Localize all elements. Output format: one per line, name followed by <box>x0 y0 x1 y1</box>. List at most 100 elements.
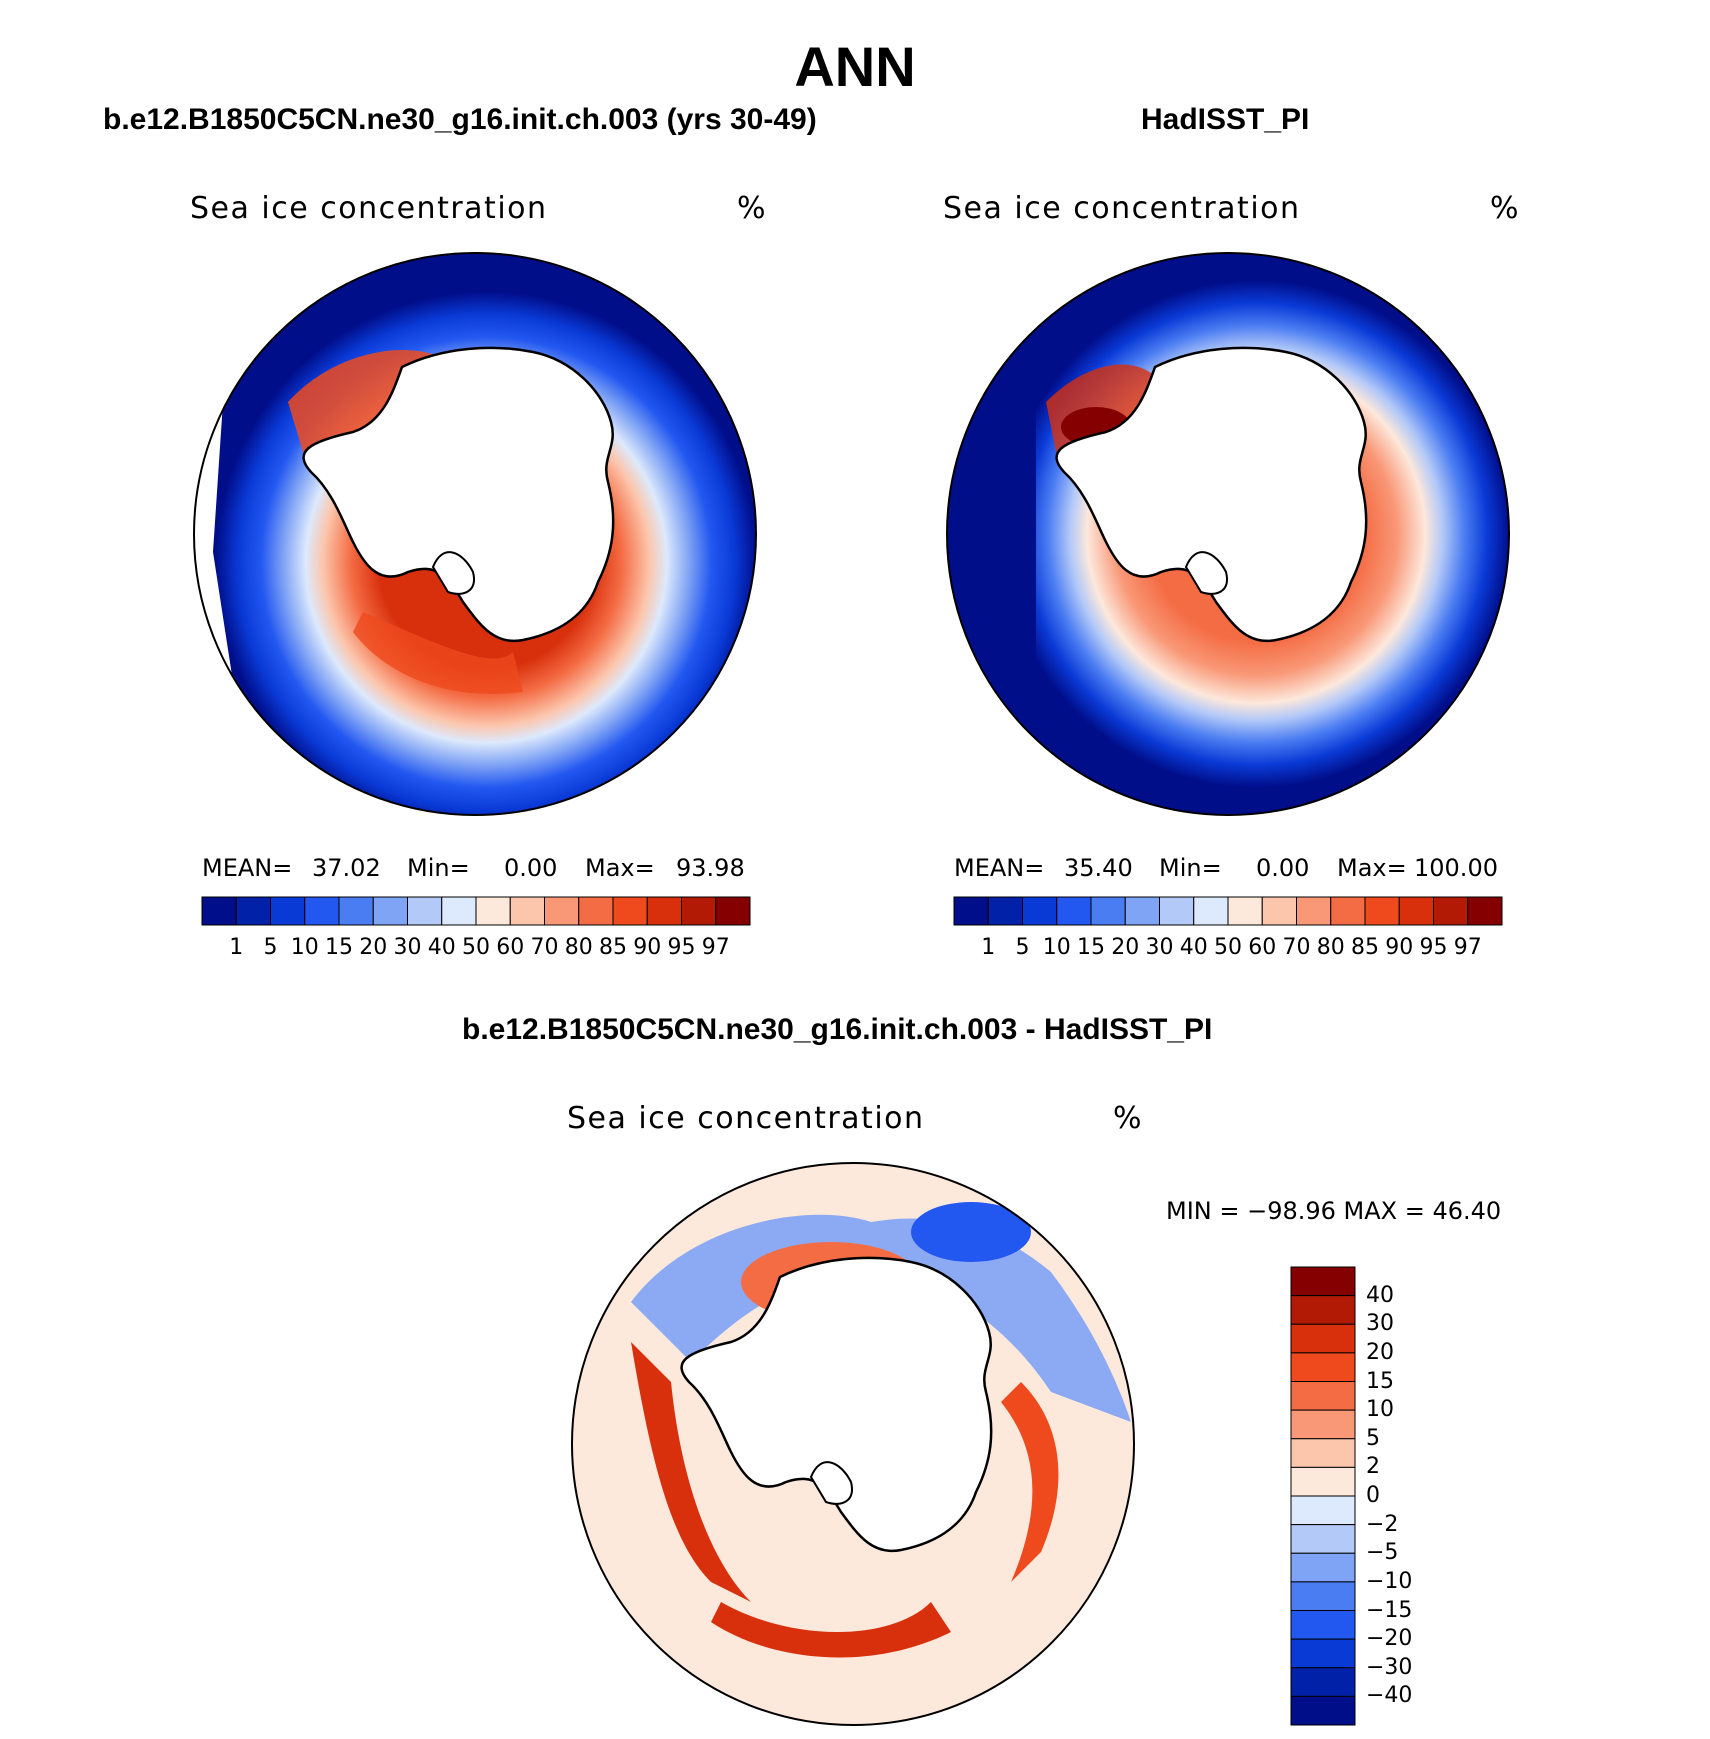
model-min-value: 0.00 <box>504 854 558 882</box>
model-colorbar-swatch <box>270 896 306 926</box>
obs-min-value: 0.00 <box>1256 854 1310 882</box>
model-colorbar-swatch <box>681 896 717 926</box>
model-mean-label: MEAN= <box>202 854 293 882</box>
diff-colorbar-tick-label: −15 <box>1366 1597 1413 1623</box>
obs-colorbar-tick-label: 50 <box>1214 935 1242 960</box>
obs-colorbar-swatch <box>1227 896 1263 926</box>
obs-colorbar-ticks: 1 5 10 15 20 30 40 50 60 70 80 85 90 95 97 <box>954 935 1502 963</box>
model-colorbar-tick-label: 40 <box>427 935 456 960</box>
diff-colorbar-tick-label: −2 <box>1366 1511 1399 1537</box>
diff-colorbar-tick-label: 20 <box>1366 1339 1394 1365</box>
diff-colorbar-swatch <box>1290 1638 1356 1669</box>
obs-colorbar-swatch <box>1159 896 1195 926</box>
diff-colorbar-swatch <box>1290 1409 1356 1440</box>
model-colorbar-tick-label: 90 <box>633 935 662 960</box>
model-max-value: 93.98 <box>676 854 745 882</box>
diff-colorbar-swatch <box>1290 1266 1356 1297</box>
model-colorbar-tick-label: 1 <box>229 935 244 960</box>
diff-colorbar-swatch <box>1290 1581 1356 1612</box>
model-map <box>193 252 757 816</box>
diff-colorbar-swatch <box>1290 1295 1356 1325</box>
model-colorbar-tick-label: 5 <box>263 935 278 960</box>
diff-units-label: % <box>1113 1101 1144 1136</box>
diff-colorbar-tick-label: 15 <box>1366 1368 1394 1394</box>
obs-colorbar-tick-label: 97 <box>1453 935 1482 960</box>
obs-units-label: % <box>1490 191 1521 226</box>
model-colorbar-swatch <box>304 896 340 926</box>
obs-colorbar-tick-label: 30 <box>1145 935 1174 960</box>
model-colorbar-tick-label: 20 <box>359 935 388 960</box>
model-colorbar-swatch <box>475 896 511 926</box>
obs-colorbar-swatch <box>1296 896 1332 926</box>
diff-colorbar-tick-label: −20 <box>1366 1626 1413 1652</box>
diff-colorbar-swatch <box>1290 1438 1356 1468</box>
obs-max-label: Max= <box>1337 854 1407 882</box>
diff-colorbar-swatch <box>1290 1552 1356 1583</box>
model-colorbar-swatch <box>715 896 751 926</box>
diff-variable-label: Sea ice concentration <box>567 1101 925 1136</box>
model-colorbar-tick-label: 97 <box>701 935 730 960</box>
obs-colorbar-swatch <box>1124 896 1160 926</box>
model-colorbar-tick-label: 70 <box>530 935 559 960</box>
model-colorbar-swatch <box>407 896 443 926</box>
model-colorbar-tick-label: 95 <box>667 935 696 960</box>
model-colorbar-tick-label: 80 <box>564 935 593 960</box>
obs-mean-label: MEAN= <box>954 854 1045 882</box>
obs-variable-label: Sea ice concentration <box>943 191 1301 226</box>
obs-colorbar-tick-label: 5 <box>1015 935 1030 960</box>
diff-colorbar-tick-label: 0 <box>1366 1483 1380 1508</box>
model-colorbar-swatch <box>441 896 477 926</box>
diff-colorbar-swatch <box>1290 1495 1356 1526</box>
obs-colorbar-swatch <box>1090 896 1126 926</box>
obs-colorbar <box>953 896 1503 926</box>
obs-colorbar-swatch <box>1193 896 1229 926</box>
obs-colorbar-swatch <box>1022 896 1058 926</box>
obs-colorbar-tick-label: 70 <box>1282 935 1311 960</box>
model-colorbar-swatch <box>646 896 682 926</box>
diff-colorbar-tick-label: 30 <box>1366 1311 1394 1337</box>
model-colorbar-swatch <box>201 896 237 926</box>
model-colorbar-ticks: 1 5 10 15 20 30 40 50 60 70 80 85 90 95 97 <box>202 935 750 963</box>
diff-colorbar-swatch <box>1290 1610 1356 1640</box>
model-colorbar-tick-label: 50 <box>462 935 490 960</box>
obs-colorbar-tick-label: 20 <box>1111 935 1140 960</box>
obs-colorbar-swatch <box>1261 896 1297 926</box>
model-max-label: Max= <box>585 854 655 882</box>
diff-colorbar-swatch <box>1290 1352 1356 1383</box>
obs-colorbar-swatch <box>1467 896 1503 926</box>
obs-mean-value: 35.40 <box>1064 854 1133 882</box>
diff-colorbar-tick-label: 40 <box>1366 1282 1394 1308</box>
model-colorbar-tick-label: 15 <box>325 935 353 960</box>
model-colorbar-tick-label: 85 <box>599 935 627 960</box>
obs-colorbar-swatch <box>1364 896 1400 926</box>
diff-colorbar-tick-label: 10 <box>1366 1397 1394 1423</box>
obs-panel-title: HadISST_PI <box>1141 103 1310 136</box>
model-colorbar-tick-label: 10 <box>290 935 319 960</box>
obs-colorbar-tick-label: 90 <box>1385 935 1414 960</box>
obs-max-value: 100.00 <box>1414 854 1498 882</box>
obs-colorbar-tick-label: 60 <box>1248 935 1277 960</box>
model-min-label: Min= <box>407 854 470 882</box>
diff-colorbar-swatch <box>1290 1466 1356 1497</box>
model-colorbar-swatch <box>235 896 271 926</box>
diff-colorbar <box>1290 1266 1356 1726</box>
obs-colorbar-tick-label: 1 <box>981 935 996 960</box>
diff-map <box>571 1162 1135 1726</box>
model-colorbar-tick-label: 60 <box>496 935 525 960</box>
diff-colorbar-swatch <box>1290 1381 1356 1411</box>
diff-colorbar-swatch <box>1290 1323 1356 1354</box>
diff-colorbar-tick-label: −5 <box>1366 1540 1399 1566</box>
diff-colorbar-swatch <box>1290 1524 1356 1554</box>
diff-minmax-label: MIN = −98.96 MAX = 46.40 <box>1166 1197 1502 1225</box>
obs-colorbar-tick-label: 80 <box>1316 935 1345 960</box>
diff-colorbar-tick-label: −30 <box>1366 1654 1413 1680</box>
obs-colorbar-swatch <box>1398 896 1434 926</box>
obs-colorbar-tick-label: 40 <box>1179 935 1208 960</box>
model-panel-title: b.e12.B1850C5CN.ne30_g16.init.ch.003 (yr… <box>103 103 817 136</box>
diff-colorbar-tick-label: −10 <box>1366 1568 1413 1594</box>
model-colorbar <box>201 896 751 926</box>
diff-colorbar-tick-label: 5 <box>1366 1425 1380 1451</box>
obs-colorbar-swatch <box>987 896 1023 926</box>
obs-colorbar-swatch <box>953 896 989 926</box>
model-colorbar-tick-label: 30 <box>393 935 422 960</box>
